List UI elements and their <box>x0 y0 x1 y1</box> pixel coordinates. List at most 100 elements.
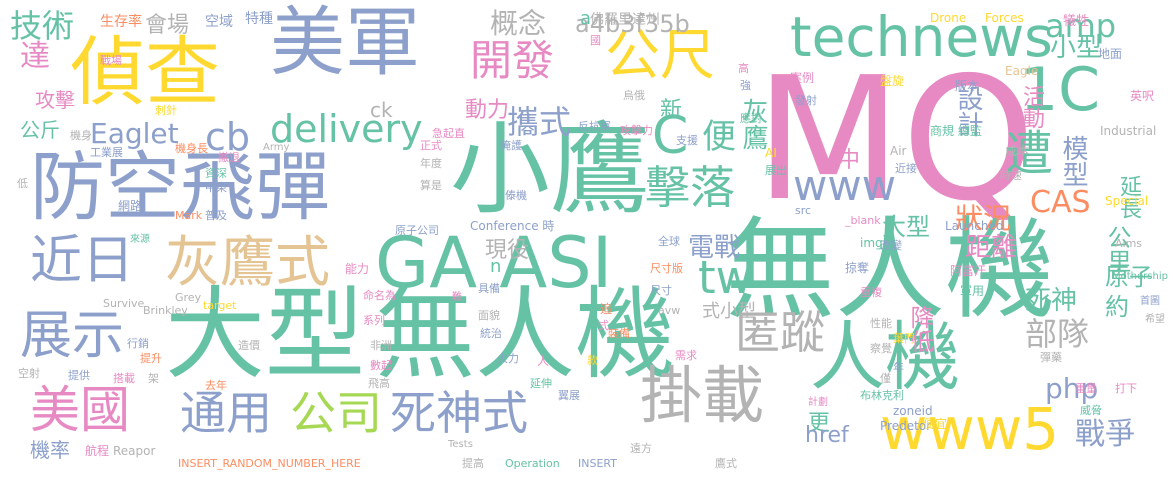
word-69: 佛羅里達州 <box>590 12 660 28</box>
word-85: 時速 <box>1000 169 1022 182</box>
word-183: 撤退 <box>218 151 240 164</box>
word-35: 攜式 <box>507 103 572 141</box>
word-34: 達 <box>20 39 50 74</box>
word-38: CAS <box>1030 185 1091 220</box>
word-98: zoneid <box>893 404 933 418</box>
word-52: 約 <box>1105 293 1129 321</box>
word-88: Mothership <box>1112 271 1168 282</box>
word-111: Air <box>890 144 907 158</box>
word-184: 機身長 <box>175 142 208 155</box>
word-73: ck <box>370 98 393 122</box>
word-159: target <box>203 299 237 312</box>
word-158: Brinkley <box>143 304 188 317</box>
word-51: 原子 <box>1105 263 1153 291</box>
word-134: 追 <box>600 302 613 316</box>
word-127: 全球 <box>658 235 680 248</box>
word-192: 急起直 <box>432 127 465 140</box>
word-115: 發射 <box>795 94 817 107</box>
word-124: 傣機 <box>505 189 527 202</box>
word-18: 美國 <box>30 381 130 439</box>
word-137: 統治 <box>480 327 502 340</box>
word-167: 空射 <box>18 367 40 380</box>
word-57: 更 <box>808 411 831 436</box>
word-153: 系列 <box>363 314 385 327</box>
word-188: 刺針 <box>155 104 177 117</box>
word-82: 商規 總監 <box>930 124 982 138</box>
word-78: 地面 <box>1098 47 1123 61</box>
word-128: 能力 <box>345 262 370 276</box>
word-12: 公尺 <box>605 23 716 87</box>
word-60: 大型 <box>882 213 930 241</box>
word-107: _blank <box>845 214 881 227</box>
word-3: 無人機 <box>375 276 675 393</box>
word-131: avw <box>658 304 681 317</box>
word-118: 強 <box>740 79 751 92</box>
word-151: 飛高 <box>368 377 390 390</box>
word-195: 來源 <box>130 234 150 245</box>
word-161: 行銷 <box>127 337 149 350</box>
word-94: 彈藥 <box>1040 351 1062 364</box>
word-77: 犧牲 <box>1063 14 1090 29</box>
word-53: 降低 <box>906 305 934 353</box>
word-155: 命名為 <box>363 289 396 302</box>
word-103: 掠奪 <box>845 261 870 275</box>
word-29: delivery <box>270 107 423 151</box>
word-157: Grey <box>175 291 202 304</box>
word-21: 死神式 <box>390 386 528 440</box>
word-126: 原子公司 <box>395 224 439 237</box>
word-41: 戰爭 <box>1075 417 1135 452</box>
word-5: 偵查 <box>70 28 221 116</box>
word-142: 延伸 <box>530 377 552 390</box>
word-173: 提高 <box>462 457 484 470</box>
word-194: 算是 <box>420 179 442 192</box>
word-135: 式 <box>598 319 609 332</box>
word-168: 機率 <box>30 438 70 462</box>
word-193: 國 <box>590 34 601 47</box>
word-169: 航程 <box>85 444 110 458</box>
word-2: 大型 <box>165 276 365 393</box>
word-72: 特種 <box>245 11 273 27</box>
word-36: 便 <box>702 117 736 157</box>
word-102: 便宜 <box>923 417 948 431</box>
word-108: src <box>795 204 812 217</box>
word-47: 電戰 <box>688 233 741 263</box>
word-15: 灰鷹式 <box>165 230 331 294</box>
word-46: 狀況 <box>955 202 1012 235</box>
word-79: 英呎 <box>1130 89 1155 103</box>
word-87: Aims <box>1115 237 1143 250</box>
word-144: 遠方 <box>630 442 652 455</box>
word-45: 小型 <box>1050 33 1103 63</box>
word-4: 小鷹 <box>450 111 650 228</box>
word-67: 公斤 <box>20 118 60 142</box>
word-37: 模型 <box>1058 135 1088 187</box>
word-165: 架 <box>148 372 159 385</box>
word-109: AI <box>765 146 777 160</box>
word-152: 人 <box>537 354 550 368</box>
word-62: 新 <box>660 98 683 123</box>
word-70: 生存率 <box>100 14 142 30</box>
word-93: 希望 <box>1145 314 1165 325</box>
word-149: 年 <box>893 361 904 374</box>
word-116: 盤旋 <box>880 74 905 88</box>
word-125: Conference 時 <box>470 219 555 233</box>
word-139: 裝備 <box>608 327 630 340</box>
word-83: Industrial <box>1100 124 1157 138</box>
word-190: 年度 <box>420 157 442 170</box>
word-150: 數起 <box>370 359 392 372</box>
word-68: a <box>580 8 592 29</box>
word-8: GA ASI <box>375 222 613 304</box>
word-7: 防空飛彈 <box>30 143 331 231</box>
word-31: amp <box>1045 7 1117 45</box>
word-86: Special <box>1105 194 1149 208</box>
word-191: 正式 <box>420 139 442 152</box>
word-178: Mark <box>175 209 203 222</box>
word-56: 現役 <box>485 238 530 263</box>
word-163: 提供 <box>68 369 90 382</box>
word-96: 威脅 <box>1080 404 1102 417</box>
word-181: 資深 <box>205 167 227 180</box>
word-129: 尺寸版 <box>650 262 683 275</box>
word-14: www5 <box>880 395 1060 463</box>
word-80: Eagle <box>1005 64 1039 78</box>
word-174: Operation <box>505 457 560 470</box>
word-74: n <box>490 256 502 277</box>
